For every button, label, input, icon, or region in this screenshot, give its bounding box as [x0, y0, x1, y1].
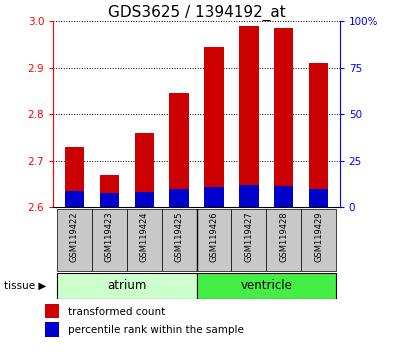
Bar	[274, 28, 293, 207]
Bar	[301, 209, 336, 271]
Bar	[169, 189, 189, 207]
Text: percentile rank within the sample: percentile rank within the sample	[68, 325, 244, 335]
Text: GSM119423: GSM119423	[105, 211, 114, 262]
Bar	[135, 133, 154, 207]
Bar	[162, 209, 197, 271]
Bar	[45, 322, 59, 337]
Text: GSM119424: GSM119424	[139, 211, 149, 262]
Text: GSM119428: GSM119428	[279, 211, 288, 262]
Bar	[204, 47, 224, 207]
Bar	[239, 185, 258, 207]
Bar	[45, 304, 59, 319]
Bar	[169, 93, 189, 207]
Text: GSM119422: GSM119422	[70, 211, 79, 262]
Bar	[100, 193, 119, 207]
Bar	[57, 209, 92, 271]
Text: tissue ▶: tissue ▶	[4, 281, 46, 291]
Bar	[135, 192, 154, 207]
Bar	[274, 186, 293, 207]
Text: GSM119426: GSM119426	[209, 211, 218, 262]
Bar	[57, 273, 197, 299]
Bar	[266, 209, 301, 271]
Text: ventricle: ventricle	[241, 279, 292, 292]
Text: atrium: atrium	[107, 279, 147, 292]
Bar	[309, 189, 328, 207]
Bar	[231, 209, 266, 271]
Text: GSM119429: GSM119429	[314, 211, 323, 262]
Bar	[92, 209, 127, 271]
Bar	[65, 191, 84, 207]
Bar	[65, 147, 84, 207]
Text: GSM119425: GSM119425	[175, 211, 184, 262]
Bar	[100, 175, 119, 207]
Text: transformed count: transformed count	[68, 307, 165, 317]
Bar	[127, 209, 162, 271]
Bar	[309, 63, 328, 207]
Bar	[204, 187, 224, 207]
Bar	[197, 273, 336, 299]
Text: GSM119427: GSM119427	[245, 211, 254, 262]
Title: GDS3625 / 1394192_at: GDS3625 / 1394192_at	[107, 5, 285, 21]
Bar	[239, 26, 258, 207]
Bar	[197, 209, 231, 271]
